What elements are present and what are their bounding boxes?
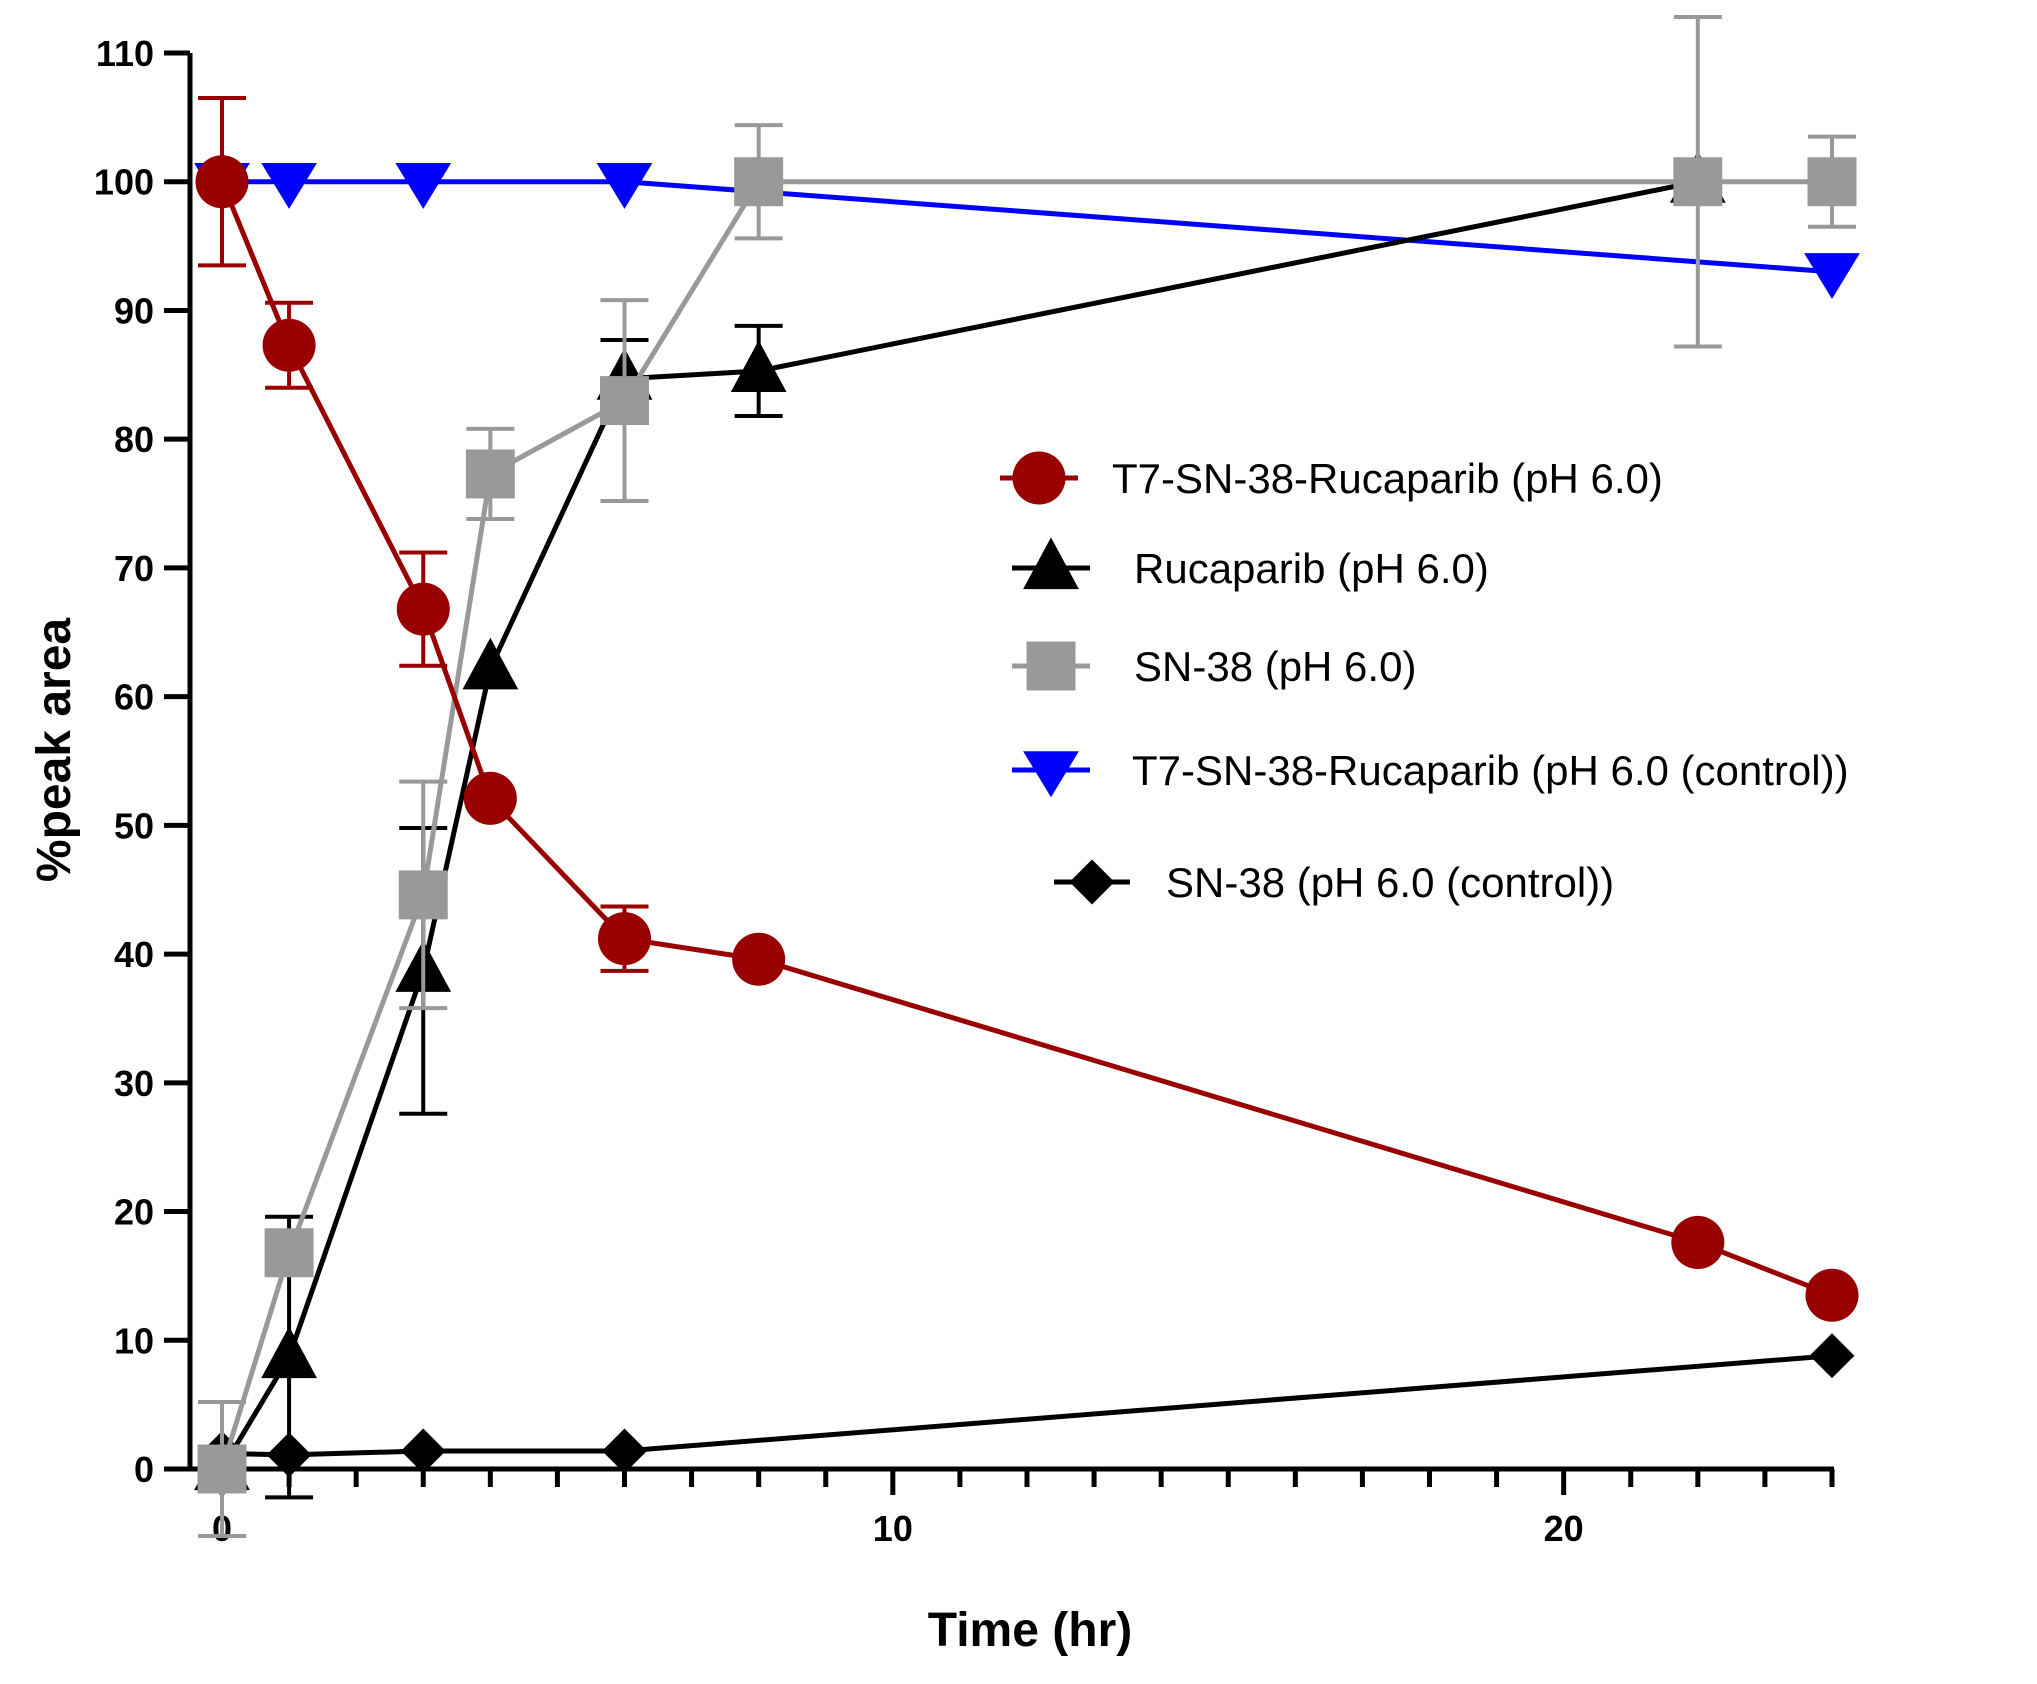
- series-square: [197, 14, 1857, 1538]
- data-point: [596, 163, 653, 209]
- data-point: [398, 870, 448, 920]
- y-tick-label: 0: [134, 1449, 154, 1490]
- x-tick-label: 10: [873, 1508, 913, 1549]
- series-line: [219, 179, 1699, 1471]
- y-tick-label: 60: [114, 677, 154, 718]
- data-point: [396, 582, 450, 636]
- data-point: [730, 340, 787, 393]
- data-point: [395, 163, 452, 209]
- y-tick-label: 40: [114, 934, 154, 975]
- data-point: [262, 318, 316, 372]
- series-diamond: [199, 1333, 1855, 1478]
- legend-marker: [1026, 641, 1076, 691]
- data-point: [1809, 1333, 1855, 1379]
- data-point: [195, 155, 249, 209]
- legend-label: T7-SN-38-Rucaparib (pH 6.0 (control)): [1132, 747, 1849, 794]
- data-point: [597, 912, 652, 966]
- y-tick-label: 20: [114, 1192, 154, 1233]
- legend: T7-SN-38-Rucaparib (pH 6.0) Rucaparib (pH…: [1000, 451, 1849, 906]
- legend-marker: [1023, 537, 1079, 590]
- series-line: [221, 1353, 1833, 1458]
- data-point: [261, 163, 317, 209]
- data-point: [1673, 157, 1723, 207]
- axes: 010203040506070809010011001020: [94, 33, 1835, 1549]
- legend-marker: [1023, 751, 1079, 798]
- legend-item: T7-SN-38-Rucaparib (pH 6.0): [1000, 451, 1663, 505]
- data-point: [462, 637, 519, 690]
- data-point: [1671, 1215, 1725, 1269]
- y-tick-label: 100: [94, 162, 154, 203]
- series-line: [219, 180, 1833, 1298]
- data-point: [463, 771, 517, 825]
- data-point: [400, 1428, 446, 1474]
- data-point: [602, 1428, 647, 1474]
- data-point: [1807, 157, 1857, 207]
- legend-item: T7-SN-38-Rucaparib (pH 6.0 (control)): [1012, 747, 1849, 798]
- series-line: [222, 179, 1833, 275]
- data-point: [197, 1444, 247, 1494]
- data-point: [264, 1228, 314, 1278]
- legend-item: Rucaparib (pH 6.0): [1012, 537, 1489, 592]
- y-tick-label: 30: [114, 1063, 154, 1104]
- y-tick-label: 90: [114, 290, 154, 331]
- x-tick-label: 20: [1544, 1508, 1584, 1549]
- legend-marker: [1069, 859, 1115, 905]
- data-point: [465, 449, 515, 499]
- data-point: [732, 932, 786, 986]
- y-tick-label: 50: [114, 805, 154, 846]
- series-group: [194, 14, 1860, 1538]
- legend-label: SN-38 (pH 6.0 (control)): [1166, 859, 1614, 906]
- series-circle: [195, 96, 1859, 1322]
- legend-label: SN-38 (pH 6.0): [1134, 643, 1416, 690]
- y-tick-label: 70: [114, 548, 154, 589]
- y-tick-label: 110: [96, 33, 154, 74]
- legend-marker: [1012, 451, 1066, 505]
- y-axis-label: %peak area: [28, 618, 81, 882]
- legend-label: T7-SN-38-Rucaparib (pH 6.0): [1112, 455, 1663, 502]
- legend-item: SN-38 (pH 6.0): [1012, 641, 1416, 691]
- data-point: [1805, 1268, 1859, 1322]
- data-point: [734, 157, 784, 207]
- series-line: [219, 179, 1832, 1470]
- legend-label: Rucaparib (pH 6.0): [1134, 545, 1489, 592]
- data-point: [261, 1326, 317, 1379]
- y-tick-label: 80: [114, 419, 154, 460]
- x-axis-label: Time (hr): [928, 1604, 1132, 1657]
- y-tick-label: 10: [114, 1320, 154, 1361]
- legend-item: SN-38 (pH 6.0 (control)): [1054, 859, 1614, 906]
- data-point: [600, 376, 649, 426]
- data-point: [1804, 253, 1860, 300]
